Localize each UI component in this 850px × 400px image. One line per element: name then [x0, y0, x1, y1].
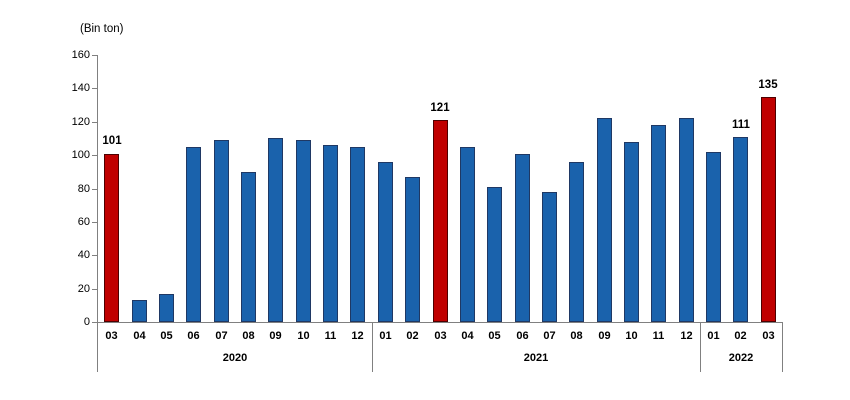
y-axis-tick: [92, 189, 97, 190]
month-tick-label: 06: [516, 330, 529, 342]
y-axis-tick: [92, 88, 97, 89]
bar: [542, 191, 557, 322]
y-axis-tick: [92, 222, 97, 223]
bar: [624, 141, 639, 322]
month-tick-label: 01: [379, 330, 392, 342]
month-tick-label: 03: [434, 330, 447, 342]
month-tick-label: 04: [461, 330, 474, 342]
year-label: 2020: [222, 352, 248, 364]
y-axis-tick: [92, 289, 97, 290]
month-tick-label: 02: [734, 330, 747, 342]
year-group-divider: [372, 322, 373, 372]
bar: [296, 140, 311, 322]
bar-value-label: 135: [758, 79, 778, 91]
y-tick-label: 80: [77, 183, 90, 195]
bar: [378, 161, 393, 322]
bar: [241, 171, 256, 322]
month-tick-label: 08: [570, 330, 583, 342]
y-axis-tick: [92, 122, 97, 123]
bar: [405, 176, 420, 322]
bar-value-label: 111: [732, 119, 750, 131]
month-tick-label: 05: [488, 330, 501, 342]
y-axis-unit-label: (Bin ton): [80, 23, 124, 35]
y-tick-label: 100: [71, 149, 90, 161]
y-tick-label: 40: [77, 249, 90, 261]
y-tick-label: 0: [83, 316, 90, 328]
bar-value-label: 121: [430, 102, 450, 114]
y-tick-label: 60: [77, 216, 90, 228]
month-tick-label: 02: [406, 330, 419, 342]
bar: [733, 136, 748, 322]
y-axis-tick: [92, 255, 97, 256]
bar-highlighted: [761, 96, 776, 322]
bar: [214, 140, 229, 322]
month-tick-label: 11: [652, 330, 665, 342]
y-axis-tick: [92, 155, 97, 156]
month-tick-label: 07: [543, 330, 556, 342]
month-tick-label: 07: [215, 330, 228, 342]
y-axis-tick: [92, 322, 97, 323]
month-tick-label: 08: [242, 330, 255, 342]
year-group-divider: [782, 322, 783, 372]
year-label: 2021: [523, 352, 549, 364]
y-tick-label: 160: [71, 49, 90, 61]
y-axis-tick: [92, 55, 97, 56]
bar: [268, 138, 283, 322]
bar-highlighted: [433, 120, 448, 322]
year-group-divider: [700, 322, 701, 372]
bar: [487, 186, 502, 322]
month-tick-label: 12: [351, 330, 364, 342]
y-tick-label: 20: [77, 283, 90, 295]
month-tick-label: 04: [133, 330, 146, 342]
month-tick-label: 09: [269, 330, 282, 342]
month-tick-label: 01: [707, 330, 720, 342]
bar: [679, 118, 694, 322]
y-tick-label: 120: [71, 116, 90, 128]
month-tick-label: 05: [160, 330, 173, 342]
bar: [706, 151, 721, 322]
month-tick-label: 10: [625, 330, 638, 342]
month-tick-label: 06: [187, 330, 200, 342]
bar: [159, 293, 174, 322]
bar: [323, 145, 338, 322]
bar: [132, 300, 147, 322]
y-axis-line: [97, 55, 98, 372]
bar-value-label: 101: [102, 135, 122, 147]
bar: [186, 146, 201, 322]
year-label: 2022: [728, 352, 754, 364]
month-tick-label: 12: [680, 330, 693, 342]
bar: [460, 146, 475, 322]
bar: [597, 118, 612, 322]
bar: [651, 125, 666, 322]
bar: [515, 153, 530, 322]
month-tick-label: 11: [324, 330, 337, 342]
month-tick-label: 03: [105, 330, 118, 342]
bar-highlighted: [104, 153, 119, 322]
y-tick-label: 140: [71, 82, 90, 94]
month-tick-label: 03: [762, 330, 775, 342]
x-axis-line: [97, 322, 782, 323]
bar: [569, 161, 584, 322]
month-tick-label: 09: [598, 330, 611, 342]
month-tick-label: 10: [297, 330, 310, 342]
bar: [350, 146, 365, 322]
